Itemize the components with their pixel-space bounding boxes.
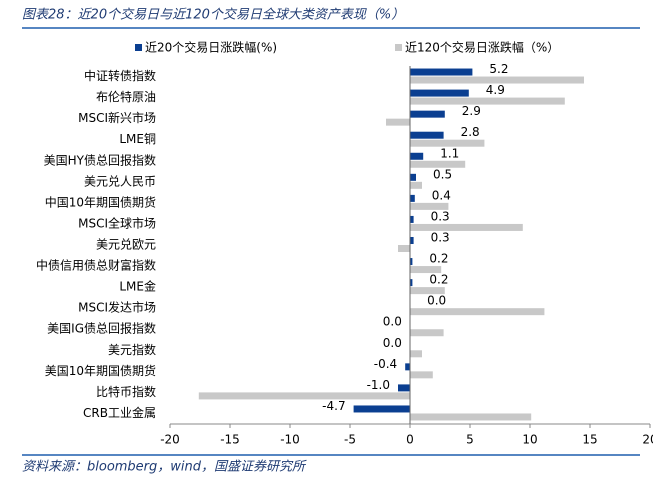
- x-tick-label: -15: [220, 433, 240, 447]
- bar: [410, 350, 422, 358]
- x-tick-label: -10: [280, 433, 300, 447]
- y-tick-label: CRB工业金属: [83, 405, 156, 420]
- bar: [410, 110, 445, 118]
- bar: [398, 384, 410, 392]
- x-tick-label: -20: [160, 433, 180, 447]
- y-tick-label: MSCI全球市场: [78, 215, 156, 230]
- bar: [410, 181, 422, 189]
- data-label: 0.5: [433, 167, 452, 181]
- bar: [398, 245, 410, 252]
- y-tick-label: MSCI发达市场: [78, 300, 156, 315]
- x-tick-label: 10: [522, 433, 537, 447]
- data-label: 0.2: [429, 252, 448, 266]
- bar: [410, 371, 433, 379]
- y-tick-label: MSCI新兴市场: [78, 110, 156, 125]
- y-tick-label: 比特币指数: [96, 384, 156, 399]
- data-label: -1.0: [367, 378, 390, 392]
- bar: [410, 223, 523, 231]
- y-tick-label: LME金: [119, 279, 156, 294]
- x-tick-label: 0: [406, 433, 414, 447]
- chart-title: 图表28：近20个交易日与近120个交易日全球大类资产表现（%）: [22, 7, 404, 23]
- bar: [410, 89, 469, 97]
- bar: [410, 258, 413, 266]
- data-label: -4.7: [322, 399, 345, 413]
- source: 资料来源：bloomberg，wind，国盛证券研究所: [22, 459, 307, 475]
- y-tick-label: 美元指数: [108, 342, 156, 357]
- data-label: 0.4: [432, 188, 451, 202]
- y-tick-label: LME铜: [119, 131, 156, 146]
- bar: [198, 392, 410, 400]
- legend-label: 近120个交易日涨跌幅（%）: [405, 40, 559, 55]
- data-label: 0.2: [429, 273, 448, 287]
- bar: [410, 202, 449, 210]
- bar: [410, 329, 444, 337]
- x-tick-label: 5: [466, 433, 474, 447]
- legend-swatch: [395, 44, 402, 51]
- bar: [410, 279, 413, 287]
- bar: [410, 413, 532, 421]
- bar: [410, 308, 545, 316]
- data-label: 4.9: [486, 83, 505, 97]
- y-tick-label: 中债信用债总财富指数: [36, 258, 156, 273]
- y-tick-label: 美元兑欧元: [96, 238, 156, 252]
- data-label: 2.8: [461, 125, 480, 139]
- x-tick-label: -5: [344, 433, 356, 447]
- bar: [410, 173, 416, 181]
- bar: [410, 97, 565, 105]
- legend-swatch: [135, 44, 142, 51]
- y-tick-label: 中证转债指数: [84, 68, 156, 83]
- data-label: 0.3: [431, 231, 450, 245]
- bar: [353, 405, 410, 413]
- bar: [410, 68, 473, 76]
- y-tick-label: 美国IG债总回报指数: [47, 321, 156, 336]
- y-tick-label: 美元兑人民币: [84, 174, 156, 188]
- bar: [410, 266, 442, 274]
- x-tick-label: 15: [582, 433, 597, 447]
- bar: [386, 118, 410, 126]
- y-tick-label: 美国10年期国债期货: [45, 363, 156, 378]
- data-label: 0.0: [427, 294, 446, 308]
- bar: [410, 160, 466, 168]
- bar: [410, 152, 424, 160]
- data-label: 0.0: [383, 336, 402, 350]
- bar: [410, 139, 485, 147]
- bar: [410, 237, 414, 244]
- data-label: 2.9: [462, 104, 481, 118]
- bar: [410, 287, 445, 295]
- bar: [410, 76, 584, 84]
- data-label: 5.2: [489, 62, 508, 76]
- legend-label: 近20个交易日涨跌幅(%): [145, 40, 277, 55]
- y-tick-label: 布伦特原油: [96, 89, 156, 104]
- data-label: -0.4: [374, 357, 397, 371]
- data-label: 1.1: [440, 146, 459, 160]
- bar: [410, 194, 415, 202]
- bar: [405, 363, 410, 371]
- data-label: 0.3: [431, 209, 450, 223]
- x-tick-label: 20: [642, 433, 653, 447]
- y-tick-label: 美国HY债总回报指数: [44, 152, 156, 167]
- data-label: 0.0: [383, 315, 402, 329]
- bar: [410, 215, 414, 223]
- bar: [410, 131, 444, 139]
- y-tick-label: 中国10年期国债期货: [45, 194, 156, 209]
